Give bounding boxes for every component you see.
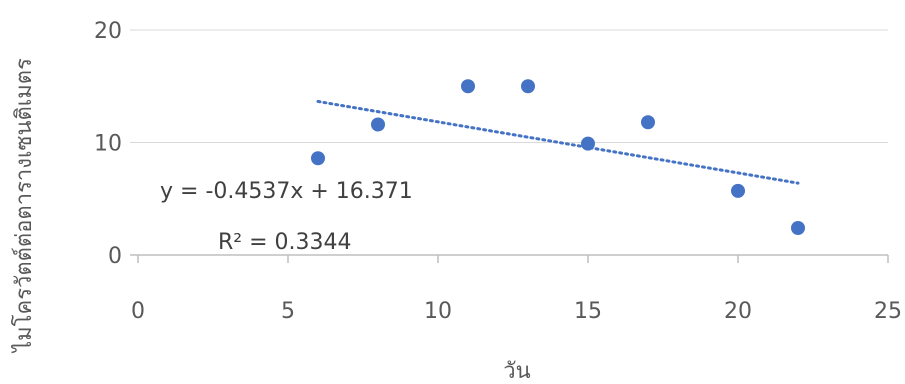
data-point <box>371 117 385 132</box>
y-axis-title: ไมโครวัตต์ต่อตารางเซนติเมตร <box>11 58 37 354</box>
data-point <box>641 115 655 130</box>
x-tick-label: 5 <box>281 299 295 324</box>
x-axis-title: วัน <box>503 359 530 384</box>
x-tick-label: 15 <box>574 299 602 324</box>
data-point <box>731 183 745 198</box>
data-point <box>581 136 595 151</box>
trendline <box>316 99 800 185</box>
x-tick-label: 10 <box>424 299 452 324</box>
x-tick-labels: 0 5 10 15 20 25 <box>131 299 902 324</box>
x-tick-label: 20 <box>724 299 752 324</box>
data-point <box>521 79 535 94</box>
trendline-r-squared: R² = 0.3344 <box>218 230 352 255</box>
x-tick-label: 25 <box>874 299 902 324</box>
x-tick-label: 0 <box>131 299 145 324</box>
trendline-equation: y = -0.4537x + 16.371 <box>160 179 413 204</box>
y-tick-label: 10 <box>94 132 122 157</box>
data-point <box>461 79 475 94</box>
y-tick-label: 0 <box>108 244 122 269</box>
axes <box>130 254 889 263</box>
y-tick-label: 20 <box>94 19 122 44</box>
trendline-group <box>316 99 800 185</box>
data-point <box>311 151 325 166</box>
data-points <box>311 79 805 235</box>
gridlines <box>130 29 888 143</box>
y-tick-labels: 0 10 20 <box>94 19 122 269</box>
data-point <box>791 221 805 235</box>
